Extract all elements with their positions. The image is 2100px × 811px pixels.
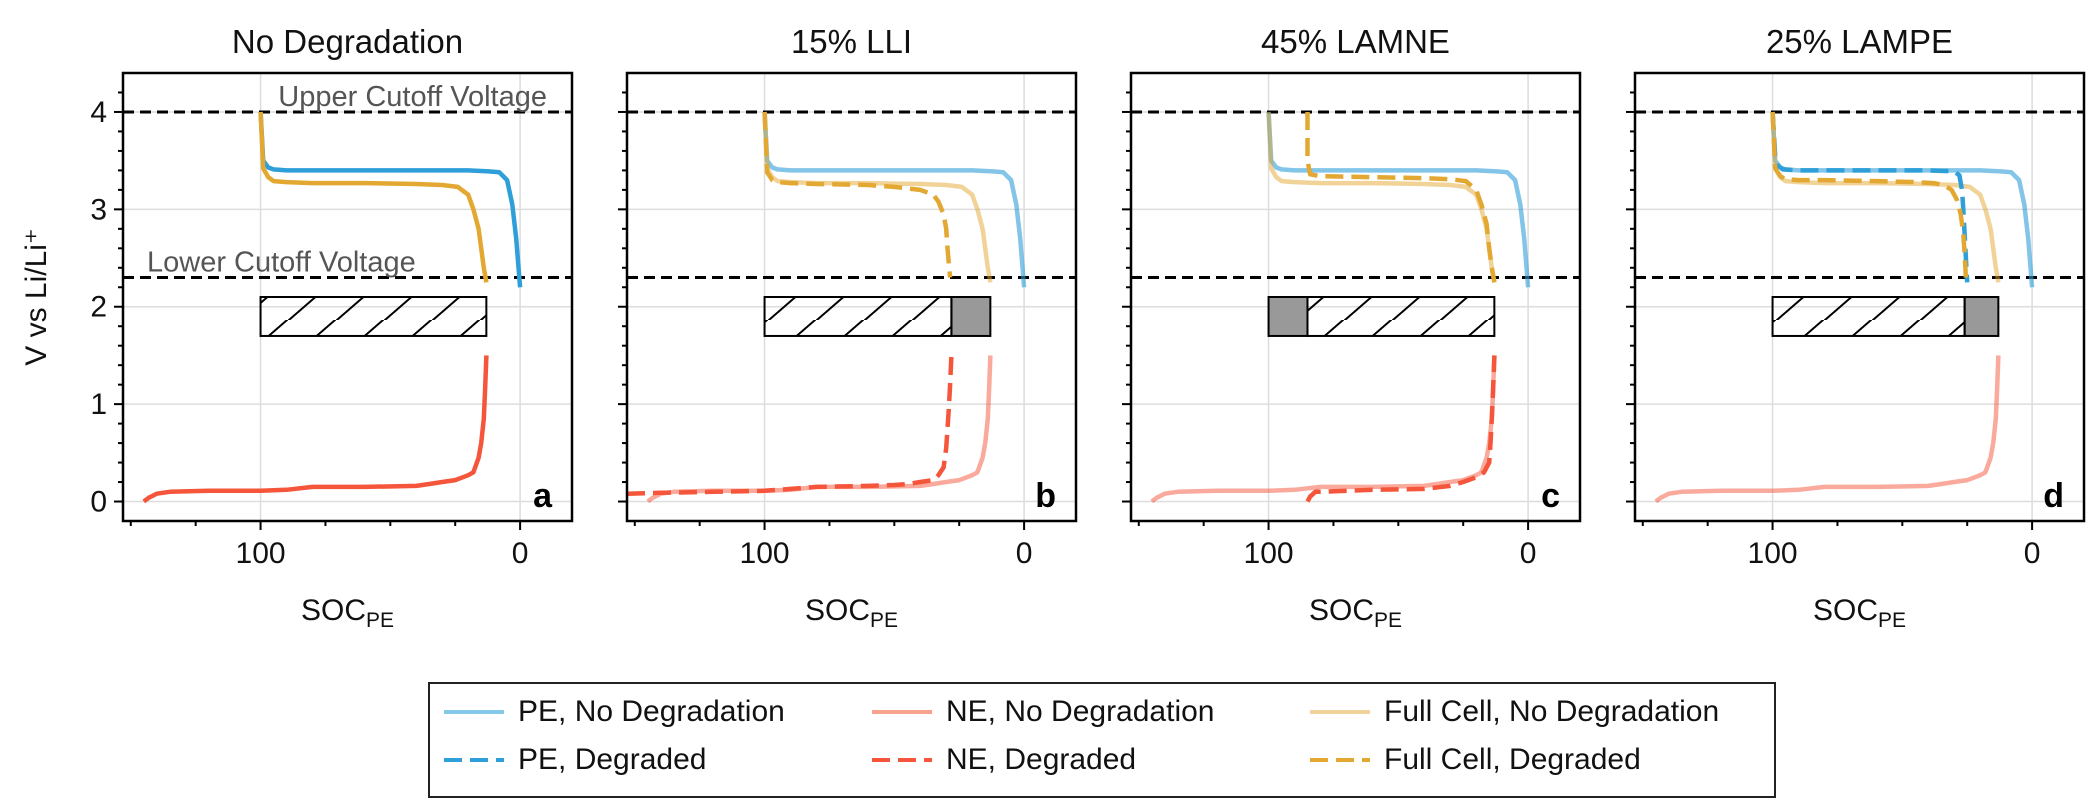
series-ne-no-degradation (142, 355, 489, 504)
panel-a: 100 0 0 1 2 3 4 SOCPE No Degradation a Upper Cutof… (90, 23, 574, 632)
legend-label: Full Cell, Degraded (1384, 743, 1641, 776)
series-full-degraded (1305, 112, 1497, 283)
x-axis-label: SOCPE (805, 594, 898, 632)
y-tick-label: 3 (90, 193, 107, 226)
series-pe-no-degradation (1266, 111, 1531, 288)
series-ne-no-degradation (646, 355, 993, 504)
series-group (1150, 111, 1531, 504)
legend-label: PE, No Degradation (518, 695, 785, 728)
legend-swatch (872, 710, 932, 714)
panel-letter: d (2043, 477, 2064, 515)
capacity-usable-segment (259, 296, 488, 337)
x-axis-label-main: SOC (1813, 594, 1878, 627)
panel-title: 25% LAMPE (1766, 23, 1953, 60)
panel-title: No Degradation (232, 23, 463, 60)
legend-swatch (444, 710, 504, 714)
legend-item-full-cell-no-degradation: Full Cell, No Degradation (1310, 692, 1719, 732)
x-tick-label: 100 (236, 537, 286, 570)
legend-swatch (444, 758, 504, 762)
x-tick-label: 100 (1244, 537, 1294, 570)
series-full-degraded (1770, 111, 1969, 278)
series-full-no-degradation (258, 111, 489, 283)
x-axis-label-main: SOC (805, 594, 870, 627)
series-pe-no-degradation (762, 111, 1027, 288)
series-group (627, 111, 1027, 504)
capacity-usable-segment (763, 296, 953, 337)
panel-d: 100 0 SOCPE 25% LAMPE d (1626, 23, 2086, 632)
x-axis-label-subscript: PE (1878, 609, 1906, 632)
capacity-usable-segment (1306, 296, 1496, 337)
series-ne-degraded (627, 355, 954, 496)
series-full-no-degradation (1266, 111, 1497, 283)
panel-title: 45% LAMNE (1261, 23, 1450, 60)
legend: PE, No Degradation NE, No Degradation Fu… (428, 682, 1776, 798)
axes-frame (1129, 71, 1582, 523)
lower-cutoff-annotation: Lower Cutoff Voltage (147, 247, 416, 279)
panel-letter: a (533, 477, 553, 515)
series-group (142, 111, 523, 504)
legend-item-full-cell-degraded: Full Cell, Degraded (1310, 740, 1641, 780)
axes-frame (121, 71, 574, 523)
panel-b: 100 0 SOCPE 15% LLI b (618, 23, 1078, 632)
legend-label: NE, No Degradation (946, 695, 1215, 728)
series-full-no-degradation (762, 111, 993, 283)
x-tick-label: 0 (1520, 537, 1537, 570)
x-axis-label-subscript: PE (1374, 609, 1402, 632)
x-tick-label: 0 (2024, 537, 2041, 570)
capacity-lost-segment (1963, 296, 2000, 337)
legend-label: Full Cell, No Degradation (1384, 695, 1720, 728)
x-tick-label: 0 (512, 537, 529, 570)
legend-label: NE, Degraded (946, 743, 1137, 776)
series-full-degraded (762, 111, 953, 278)
capacity-lost-segment (950, 296, 992, 337)
legend-swatch (1310, 710, 1370, 714)
panel-c: 100 0 SOCPE 45% LAMNE c (1122, 23, 1582, 632)
legend-swatch (872, 758, 932, 762)
legend-label: PE, Degraded (518, 743, 707, 776)
legend-swatch (1310, 758, 1370, 762)
series-ne-no-degradation (1654, 355, 2001, 504)
x-tick-label: 100 (740, 537, 790, 570)
x-axis-label: SOCPE (1813, 594, 1906, 632)
axes-frame (1633, 71, 2086, 523)
y-tick-label: 0 (90, 486, 107, 519)
x-axis-label-subscript: PE (366, 609, 394, 632)
capacity-usable-segment (1771, 296, 1966, 337)
legend-item-pe-no-degradation: PE, No Degradation (444, 692, 785, 732)
capacity-lost-segment (1267, 296, 1309, 337)
series-ne-no-degradation (1150, 355, 1497, 504)
legend-item-pe-degraded: PE, Degraded (444, 740, 706, 780)
series-pe-degraded (1770, 111, 1970, 283)
series-pe-no-degradation (258, 111, 523, 288)
y-tick-label: 4 (90, 96, 107, 129)
y-tick-label: 2 (90, 291, 107, 324)
x-axis-label: SOCPE (301, 594, 394, 632)
y-axis-label: V vs Li/Li⁺ (20, 228, 53, 366)
panel-letter: b (1035, 477, 1056, 515)
x-axis-label-main: SOC (1309, 594, 1374, 627)
series-group (1654, 111, 2035, 504)
axes-frame (625, 71, 1078, 523)
panel-title: 15% LLI (791, 23, 912, 60)
x-axis-label: SOCPE (1309, 594, 1402, 632)
legend-item-ne-no-degradation: NE, No Degradation (872, 692, 1214, 732)
series-ne-degraded (1305, 355, 1497, 503)
panel-letter: c (1541, 477, 1560, 515)
x-axis-label-main: SOC (301, 594, 366, 627)
upper-cutoff-annotation: Upper Cutoff Voltage (278, 81, 547, 113)
legend-item-ne-degraded: NE, Degraded (872, 740, 1136, 780)
x-axis-label-subscript: PE (870, 609, 898, 632)
x-tick-label: 0 (1016, 537, 1033, 570)
y-tick-label: 1 (90, 388, 107, 421)
x-tick-label: 100 (1748, 537, 1798, 570)
